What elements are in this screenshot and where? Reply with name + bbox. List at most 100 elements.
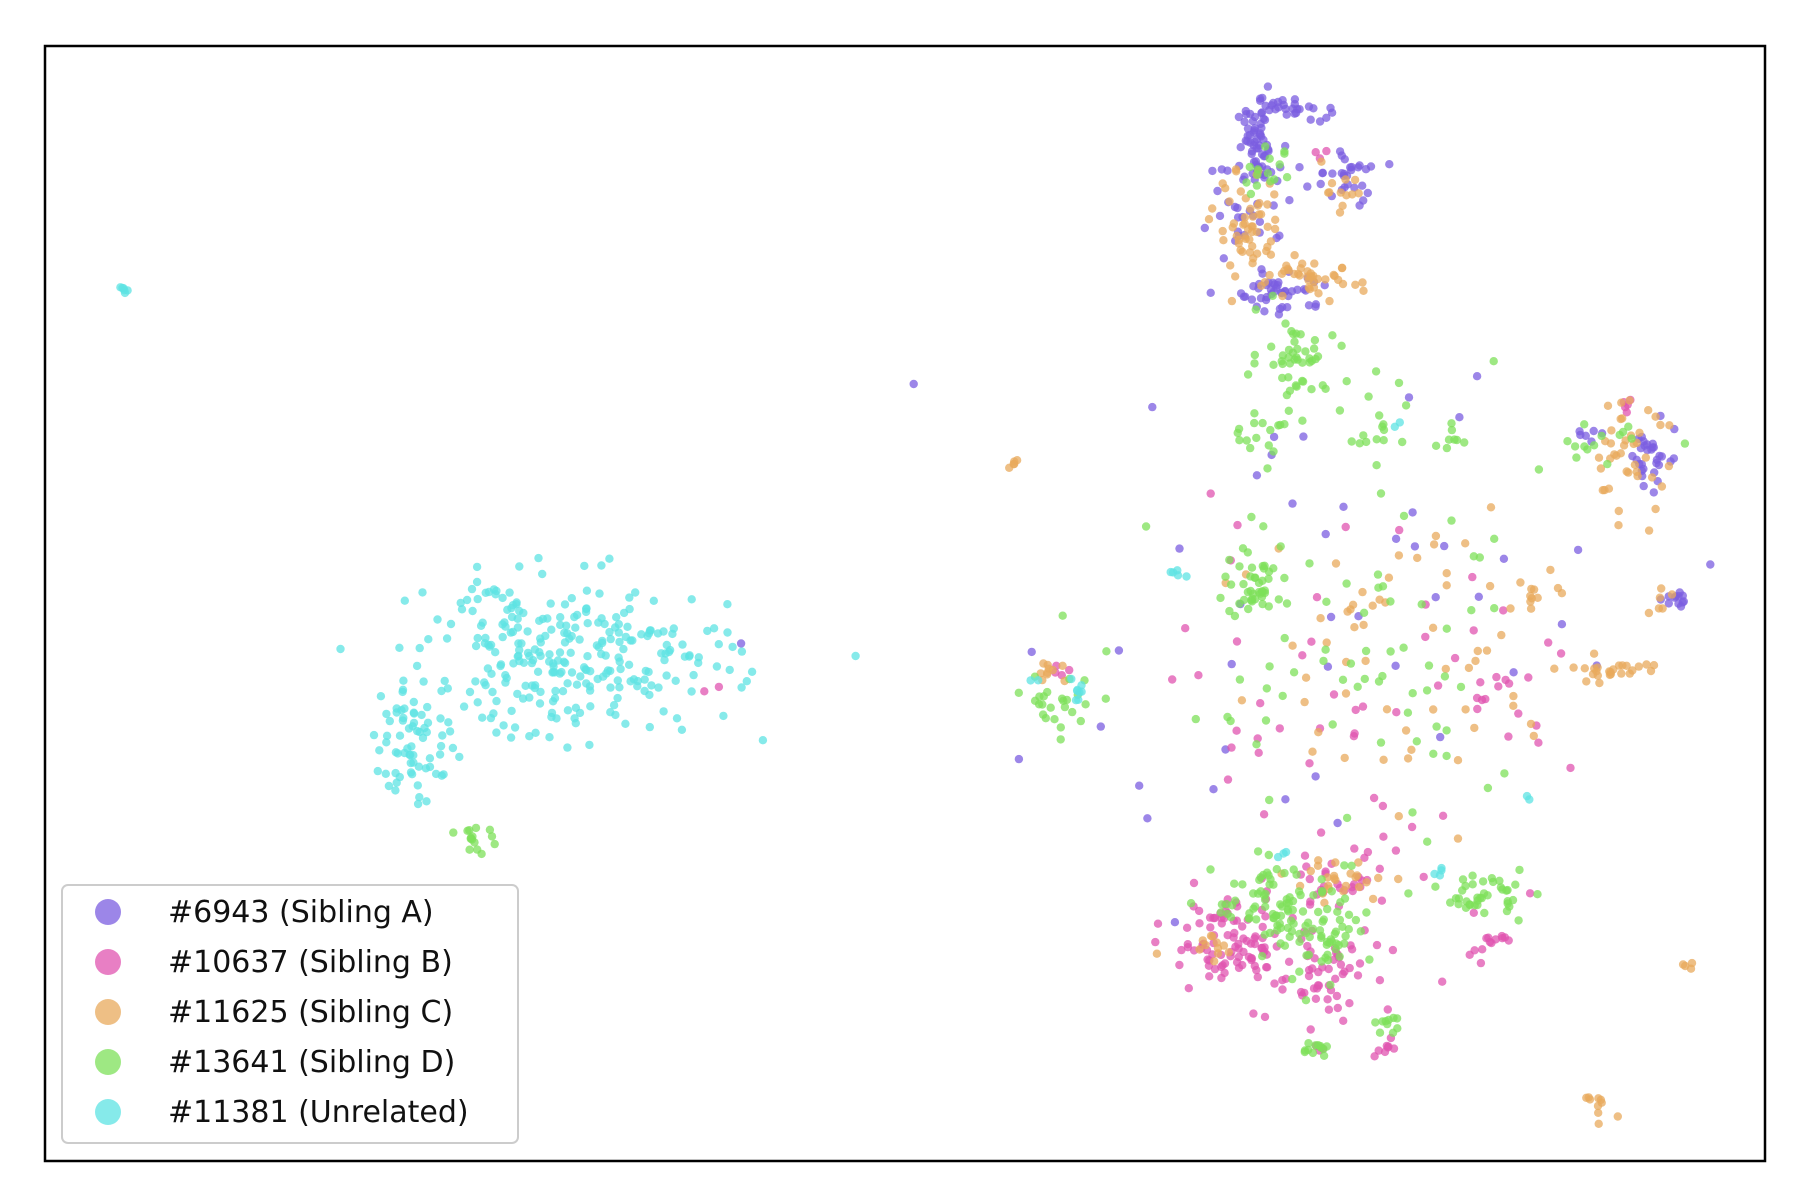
scatter-point [1191,714,1201,724]
scatter-point [1309,891,1318,900]
scatter-point [1487,874,1497,883]
scatter-point [628,636,637,645]
scatter-point [1613,1112,1623,1121]
scatter-point [1284,345,1294,355]
scatter-point [1589,441,1599,450]
scatter-point [1263,82,1273,91]
scatter-point [407,742,416,751]
scatter-point [375,746,384,755]
scatter-point [662,671,671,680]
scatter-point [1326,612,1336,622]
scatter-point [1478,945,1487,954]
scatter-point [437,771,446,780]
series-1-points [700,146,1635,1061]
scatter-point [1249,1009,1258,1018]
scatter-point [1610,450,1619,459]
scatter-point [1313,274,1323,284]
scatter-point [415,793,424,802]
scatter-point [1509,668,1518,677]
scatter-point [1175,544,1184,553]
scatter-point [1408,689,1417,698]
scatter-point [1295,929,1304,939]
scatter-point [1281,319,1290,328]
scatter-point [1556,649,1566,658]
scatter-point [415,643,424,653]
scatter-point [1230,202,1240,212]
scatter-point [1056,723,1066,732]
scatter-point [1471,656,1480,666]
scatter-point [467,584,477,594]
scatter-point [1669,454,1679,463]
scatter-point [523,627,532,636]
scatter-point [1453,756,1463,765]
scatter-point [1230,611,1240,621]
scatter-point [1282,261,1291,270]
scatter-point [1298,416,1307,425]
scatter-point [1250,418,1259,428]
scatter-point [1259,522,1268,531]
scatter-point [1323,662,1333,671]
scatter-point [723,600,732,609]
scatter-point [1264,850,1274,860]
scatter-point [1322,146,1331,156]
scatter-point [547,708,557,718]
scatter-point [1468,880,1477,889]
scatter-point [1014,688,1023,697]
scatter-point [1253,847,1263,856]
scatter-point [1465,900,1475,910]
scatter-point [1223,909,1232,919]
scatter-point [1236,187,1246,196]
scatter-point [1379,436,1388,445]
scatter-point [1386,597,1395,606]
scatter-point [409,708,418,717]
scatter-point [1644,526,1654,535]
scatter-point [563,679,572,688]
scatter-point [1250,409,1259,418]
scatter-point [445,727,455,736]
scatter-point [1348,883,1357,892]
scatter-point [1317,157,1326,166]
scatter-point [1490,534,1499,543]
scatter-point [1526,719,1536,729]
scatter-point [1485,581,1495,591]
scatter-point [424,635,433,644]
scatter-point [1303,182,1312,191]
scatter-point [1392,708,1401,717]
scatter-point [1328,720,1337,729]
scatter-point [606,683,615,692]
scatter-point [1182,923,1192,932]
scatter-point [668,629,677,639]
scatter-point [548,668,557,677]
scatter-point [629,675,639,684]
scatter-point [1271,105,1280,114]
scatter-point [1326,935,1336,944]
scatter-point [1470,723,1479,733]
scatter-point [459,702,469,711]
scatter-point [1043,687,1052,697]
scatter-point [1594,453,1604,462]
scatter-point [633,682,642,691]
scatter-point [1241,106,1251,116]
scatter-point [616,664,625,674]
scatter-point [1102,647,1111,656]
scatter-point [1318,169,1327,178]
scatter-point [1076,716,1086,726]
scatter-point [1384,573,1394,582]
scatter-point [1322,638,1331,647]
scatter-point [1217,919,1227,928]
scatter-point [1230,879,1239,888]
scatter-point [1265,795,1274,805]
scatter-point [1534,465,1544,474]
scatter-point [1440,541,1449,551]
scatter-point [1223,775,1233,784]
scatter-point [1310,336,1320,345]
scatter-point [1403,754,1413,763]
scatter-point [621,719,630,728]
scatter-point [1254,210,1264,219]
scatter-point [1349,732,1359,741]
scatter-point [501,678,510,687]
scatter-point [1362,437,1371,447]
scatter-point [1651,412,1660,421]
scatter-point [468,606,477,616]
scatter-point [409,758,418,767]
